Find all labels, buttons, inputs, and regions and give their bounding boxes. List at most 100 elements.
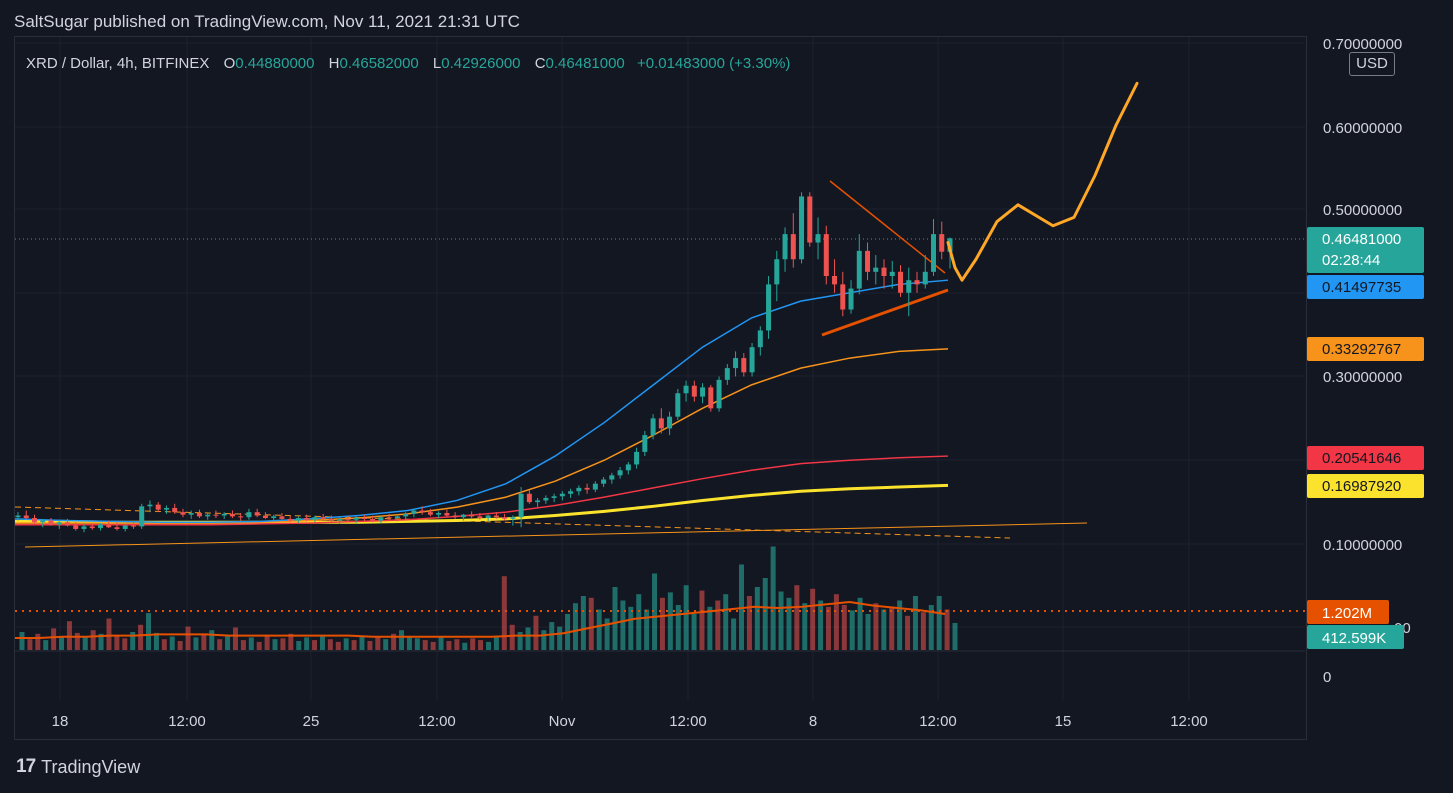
time-tick-label: 12:00 — [919, 713, 957, 730]
candle-body — [832, 276, 838, 285]
currency-button[interactable]: USD — [1349, 52, 1395, 76]
volume-bar — [351, 640, 357, 650]
volume-bar — [296, 641, 302, 650]
volume-bar — [572, 603, 578, 650]
volume-bar — [209, 630, 215, 650]
volume-bar — [146, 613, 152, 650]
volume-bar — [240, 640, 246, 650]
forecast-curve — [946, 81, 1139, 282]
price-tick-label: 0.60000000 — [1323, 120, 1402, 137]
volume-bar — [723, 594, 729, 650]
volume-bar — [525, 627, 531, 650]
chart-pane[interactable] — [14, 36, 1306, 740]
candle-body — [452, 515, 458, 518]
volume-bar — [478, 640, 484, 650]
candle-body — [56, 522, 62, 525]
volume-bar — [873, 603, 879, 650]
volume-bar — [825, 606, 831, 650]
candle-body — [64, 522, 70, 526]
candle-body — [460, 514, 466, 518]
candle-body — [757, 330, 763, 348]
candle-body — [683, 385, 689, 394]
triangle-upper-line — [829, 180, 946, 274]
volume-bar — [533, 615, 539, 650]
price-axis[interactable] — [1306, 36, 1426, 740]
candle-body — [518, 493, 524, 518]
volume-bar — [138, 624, 144, 650]
candle-body — [48, 520, 54, 525]
volume-bar — [541, 630, 547, 650]
candle-body — [642, 435, 648, 452]
ema-red-line — [15, 455, 949, 526]
volume-bar — [501, 576, 507, 650]
candle-body — [799, 196, 805, 260]
trend-line-dashed — [14, 506, 1011, 539]
candle-body — [551, 496, 557, 498]
ema-price-badge: 0.16987920 — [1307, 474, 1424, 498]
candle-body — [262, 515, 268, 519]
candle-body — [477, 516, 483, 519]
candle-body — [172, 507, 178, 513]
volume-badge: 1.202M — [1307, 600, 1389, 624]
volume-bar — [82, 637, 88, 650]
volume-bar — [288, 633, 294, 650]
volume-bar — [889, 606, 895, 650]
volume-bar — [422, 640, 428, 650]
volume-bar — [659, 597, 665, 650]
volume-bar — [232, 627, 238, 650]
volume-bar — [691, 614, 697, 650]
candle-body — [40, 520, 46, 523]
price-badge-bg — [1307, 275, 1424, 299]
ema-orange-line — [15, 348, 949, 524]
candle-body — [914, 280, 920, 285]
volume-bar — [754, 587, 760, 650]
candle-body — [271, 516, 277, 519]
candle-body — [180, 512, 186, 515]
volume-bar — [161, 639, 167, 650]
volume-bar — [612, 587, 618, 650]
candle-body — [634, 451, 640, 465]
candle-body — [543, 497, 549, 501]
candle-body — [254, 512, 260, 516]
volume-bar — [406, 636, 412, 650]
candle-body — [625, 464, 631, 471]
candle-body — [667, 416, 673, 429]
candle-body — [815, 234, 821, 243]
volume-bar — [98, 633, 104, 650]
candle-body — [122, 525, 128, 529]
candle-body — [386, 517, 392, 519]
volume-bar — [367, 641, 373, 650]
time-tick-label: Nov — [549, 713, 576, 730]
candle-body — [526, 493, 532, 503]
volume-bar — [359, 635, 365, 650]
candle-body — [823, 234, 829, 276]
price-tick-label: 0.30000000 — [1323, 369, 1402, 386]
volume-bar — [304, 637, 310, 650]
volume-bar — [770, 546, 776, 650]
candle-body — [378, 517, 384, 521]
time-tick-label: 12:00 — [168, 713, 206, 730]
high-label: H — [328, 55, 340, 72]
candle-body — [312, 517, 318, 520]
volume-bar — [185, 626, 191, 650]
volume-bar — [857, 597, 863, 650]
time-tick-label: 12:00 — [669, 713, 707, 730]
volume-bar — [414, 638, 420, 650]
candle-body — [700, 387, 706, 397]
candle-body — [609, 475, 615, 480]
volume-bar — [256, 641, 262, 650]
candle-body — [97, 524, 103, 529]
volume-bar — [66, 621, 72, 650]
candle-body — [295, 518, 301, 521]
volume-bar — [27, 639, 33, 650]
close-label: C — [534, 55, 546, 72]
candle-body — [510, 517, 516, 519]
high-value: 0.46582000 — [339, 55, 419, 72]
trend-line-support — [24, 522, 1088, 548]
candle-body — [790, 234, 796, 260]
candle-body — [320, 517, 326, 519]
volume-bar — [446, 641, 452, 650]
volume-bar — [928, 605, 934, 650]
candle-body — [279, 516, 285, 519]
